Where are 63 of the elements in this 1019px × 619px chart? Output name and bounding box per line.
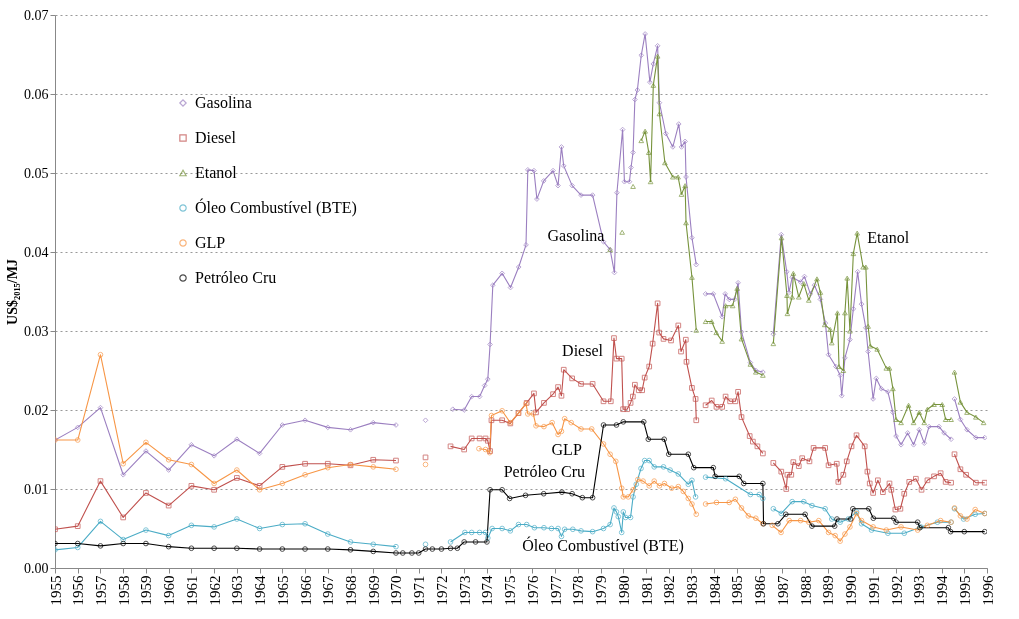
- x-tick-label: 1977: [547, 575, 564, 606]
- x-tick-label: 1962: [206, 575, 223, 606]
- y-tick-label: 0.00: [24, 560, 49, 576]
- x-tick-label: 1955: [47, 575, 64, 606]
- x-tick-label: 1984: [706, 575, 723, 606]
- x-tick-label: 1987: [774, 575, 791, 606]
- x-tick-label: 1995: [956, 575, 973, 606]
- annotation: Etanol: [867, 229, 910, 247]
- x-tick-label: 1979: [593, 575, 610, 606]
- x-tick-label: 1967: [320, 575, 337, 606]
- x-tick-label: 1971: [411, 575, 428, 606]
- x-tick-label: 1972: [433, 575, 450, 606]
- x-tick-label: 1981: [638, 575, 655, 606]
- y-tick-label: 0.04: [24, 244, 49, 260]
- annotation: Óleo Combustível (BTE): [522, 535, 684, 555]
- x-tick-label: 1996: [979, 575, 996, 606]
- x-tick-label: 1970: [388, 575, 405, 606]
- x-tick-label: 1960: [161, 575, 178, 606]
- y-tick-label: 0.02: [24, 402, 49, 418]
- x-tick-label: 1958: [115, 575, 132, 606]
- x-tick-label: 1956: [70, 575, 87, 606]
- y-axis-title: US$₂₀₁₅/MJ: [5, 259, 20, 325]
- x-tick-label: 1992: [888, 575, 905, 606]
- x-tick-label: 1994: [934, 575, 951, 606]
- x-tick-label: 1991: [865, 575, 882, 606]
- y-tick-label: 0.07: [24, 7, 49, 23]
- x-tick-label: 1959: [138, 575, 155, 606]
- x-tick-label: 1963: [229, 575, 246, 606]
- annotation: Petróleo Cru: [503, 463, 585, 481]
- x-tick-label: 1974: [479, 575, 496, 606]
- x-tick-label: 1965: [274, 575, 291, 606]
- annotation: Gasolina: [547, 227, 605, 245]
- x-tick-label: 1982: [661, 575, 678, 606]
- legend-label: Gasolina: [195, 94, 252, 111]
- x-tick-label: 1993: [911, 575, 928, 606]
- x-tick-label: 1964: [252, 575, 269, 606]
- x-tick-label: 1986: [752, 575, 769, 606]
- x-tick-label: 1989: [820, 575, 837, 606]
- y-tick-label: 0.05: [24, 165, 49, 181]
- legend-label: Petróleo Cru: [195, 269, 277, 286]
- x-tick-label: 1961: [183, 575, 200, 606]
- legend-label: Etanol: [195, 164, 238, 181]
- annotation: Diesel: [562, 341, 604, 359]
- annotation: GLP: [551, 440, 582, 458]
- x-tick-label: 1980: [615, 575, 632, 606]
- x-tick-label: 1978: [570, 575, 587, 606]
- x-tick-label: 1973: [456, 575, 473, 606]
- x-tick-label: 1990: [843, 575, 860, 606]
- legend-label: GLP: [195, 234, 226, 251]
- x-tick-label: 1968: [343, 575, 360, 606]
- x-tick-label: 1985: [729, 575, 746, 606]
- x-tick-label: 1975: [502, 575, 519, 606]
- y-tick-label: 0.06: [24, 86, 49, 102]
- legend-label: Óleo Combustível (BTE): [195, 198, 357, 217]
- x-tick-label: 1976: [524, 575, 541, 606]
- x-tick-label: 1969: [365, 575, 382, 606]
- x-tick-label: 1988: [797, 575, 814, 606]
- y-tick-label: 0.03: [24, 323, 49, 339]
- x-tick-label: 1957: [92, 575, 109, 606]
- x-tick-label: 1983: [683, 575, 700, 606]
- legend-label: Diesel: [195, 129, 237, 146]
- x-tick-label: 1966: [297, 575, 314, 606]
- y-tick-label: 0.01: [24, 481, 49, 497]
